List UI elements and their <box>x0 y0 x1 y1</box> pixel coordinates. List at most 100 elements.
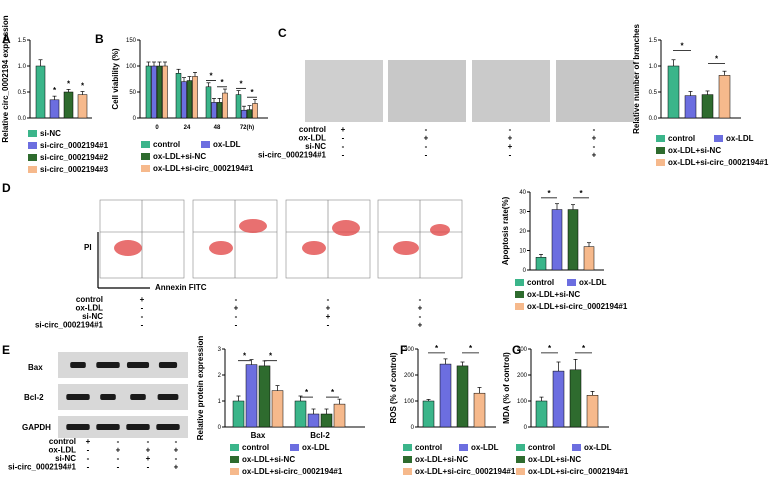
y-axis-label-g: MDA (% of control) <box>502 352 511 424</box>
blot-band-2-3 <box>156 424 180 430</box>
y-tick-label-e: 3 <box>218 347 222 353</box>
legend-label-3-1: ox-LDL <box>579 278 607 287</box>
condition-sign: + <box>146 454 151 463</box>
y-tick-label-b: 50 <box>129 90 136 96</box>
condition-sign: + <box>146 446 151 455</box>
condition-row-label: ox-LDL <box>75 304 103 313</box>
x-tick-label-e: Bcl-2 <box>310 431 330 440</box>
significance-star: * <box>243 352 247 361</box>
condition-sign: + <box>174 446 179 455</box>
condition-sign: - <box>147 437 150 446</box>
panel-label-f: F <box>400 343 407 357</box>
blot-band-0-1 <box>96 362 120 368</box>
legend-label-1-1: ox-LDL <box>213 140 241 149</box>
legend-label-2-3: ox-LDL+si-circ_0002194#1 <box>668 158 769 167</box>
blot-band-0-0 <box>70 362 86 368</box>
bar-d-2 <box>567 209 579 271</box>
legend-swatch-6-0 <box>516 444 525 451</box>
y-tick-label-g: 300 <box>517 347 528 353</box>
condition-sign: + <box>174 463 179 472</box>
condition-sign: - <box>117 454 120 463</box>
bar-e-0-0 <box>232 400 245 428</box>
bar-d-1 <box>551 209 563 271</box>
blot-band-0-2 <box>126 362 150 368</box>
x-tick-label-b: 72(h) <box>240 125 254 131</box>
significance-star: * <box>269 352 273 361</box>
bar-c-2 <box>701 94 714 119</box>
significance-star: * <box>53 86 57 95</box>
legend-swatch-1-1 <box>201 141 210 148</box>
y-tick-label-c: 1.0 <box>649 64 658 70</box>
bar-a-1 <box>49 99 60 119</box>
legend-swatch-4-1 <box>290 444 299 451</box>
legend-swatch-5-3 <box>403 468 412 475</box>
blot-band-2-1 <box>96 424 120 430</box>
y-tick-label-e: 1 <box>218 399 222 405</box>
condition-sign: + <box>116 446 121 455</box>
condition-row-label: si-circ_0002194#1 <box>8 463 77 472</box>
y-tick-label-b: 100 <box>126 64 137 70</box>
legend-swatch-1-2 <box>141 153 150 160</box>
bar-b-0-1 <box>151 65 157 119</box>
bar-f-0 <box>422 400 435 428</box>
y-tick-label-d: 0 <box>523 268 527 274</box>
y-axis-label-d: Apoptosis rate(%) <box>501 196 510 265</box>
blot-band-0-3 <box>158 362 178 368</box>
condition-sign: + <box>341 125 346 134</box>
y-axis-label-a: Relative circ_0002194 expression <box>1 15 10 142</box>
legend-label-3-2: ox-LDL+si-NC <box>527 290 580 299</box>
bar-c-1 <box>684 95 697 119</box>
x-tick-label-b: 24 <box>184 125 191 131</box>
blot-label-bax: Bax <box>28 363 43 372</box>
condition-row-label: ox-LDL <box>48 446 76 455</box>
bar-b-0-3 <box>162 65 168 119</box>
blot-strip-gapdh <box>58 416 188 438</box>
bar-b-0-0 <box>145 65 152 119</box>
panel-label-b: B <box>95 32 104 46</box>
bar-f-1 <box>439 363 452 428</box>
panel-label-d: D <box>2 181 11 195</box>
significance-star: * <box>579 189 583 198</box>
condition-row-label: control <box>49 437 76 446</box>
legend-label-0-2: si-circ_0002194#2 <box>40 153 109 162</box>
condition-row-label: control <box>76 295 103 304</box>
western-blot <box>58 352 188 438</box>
significance-star: * <box>239 79 243 88</box>
bar-g-3 <box>586 395 599 428</box>
y-tick-label-d: 20 <box>519 229 526 235</box>
legend-label-5-2: ox-LDL+si-NC <box>415 455 468 464</box>
bar-b-1-3 <box>192 76 198 119</box>
legend-label-1-0: control <box>153 140 180 149</box>
significance-star: * <box>548 344 552 353</box>
legend-swatch-2-3 <box>656 159 665 166</box>
bar-b-3-3 <box>252 103 258 119</box>
bar-b-2-3 <box>222 92 228 119</box>
legend-swatch-4-0 <box>230 444 239 451</box>
condition-row-label: control <box>299 125 326 134</box>
legend-swatch-1-3 <box>141 165 150 172</box>
y-tick-label-c: 0.0 <box>649 116 658 122</box>
legend-swatch-4-2 <box>230 456 239 463</box>
condition-row-label: ox-LDL <box>298 134 326 143</box>
flow-population-3-1 <box>430 224 450 236</box>
legend-label-3-0: control <box>527 278 554 287</box>
legend-label-6-0: control <box>528 443 555 452</box>
condition-sign: - <box>117 463 120 472</box>
condition-row-label: si-circ_0002194#1 <box>35 321 104 330</box>
condition-sign: - <box>509 151 512 160</box>
flow-plots <box>99 199 463 279</box>
bar-e-1-3 <box>333 403 346 428</box>
flow-ylabel: PI <box>84 243 92 252</box>
legend-swatch-3-0 <box>515 279 524 286</box>
significance-star: * <box>67 79 71 88</box>
bar-b-0-2 <box>156 65 163 119</box>
condition-row-label: si-NC <box>305 142 326 151</box>
legend-label-2-1: ox-LDL <box>726 134 754 143</box>
blot-band-2-2 <box>126 424 150 430</box>
condition-table-e: control + - - -ox-LDL - + + +si-NC - - + -si-circ_00… <box>8 437 179 472</box>
flow-xlabel: Annexin FITC <box>155 283 207 292</box>
condition-sign: - <box>87 463 90 472</box>
legend-swatch-3-1 <box>567 279 576 286</box>
bar-a-2 <box>63 91 74 119</box>
